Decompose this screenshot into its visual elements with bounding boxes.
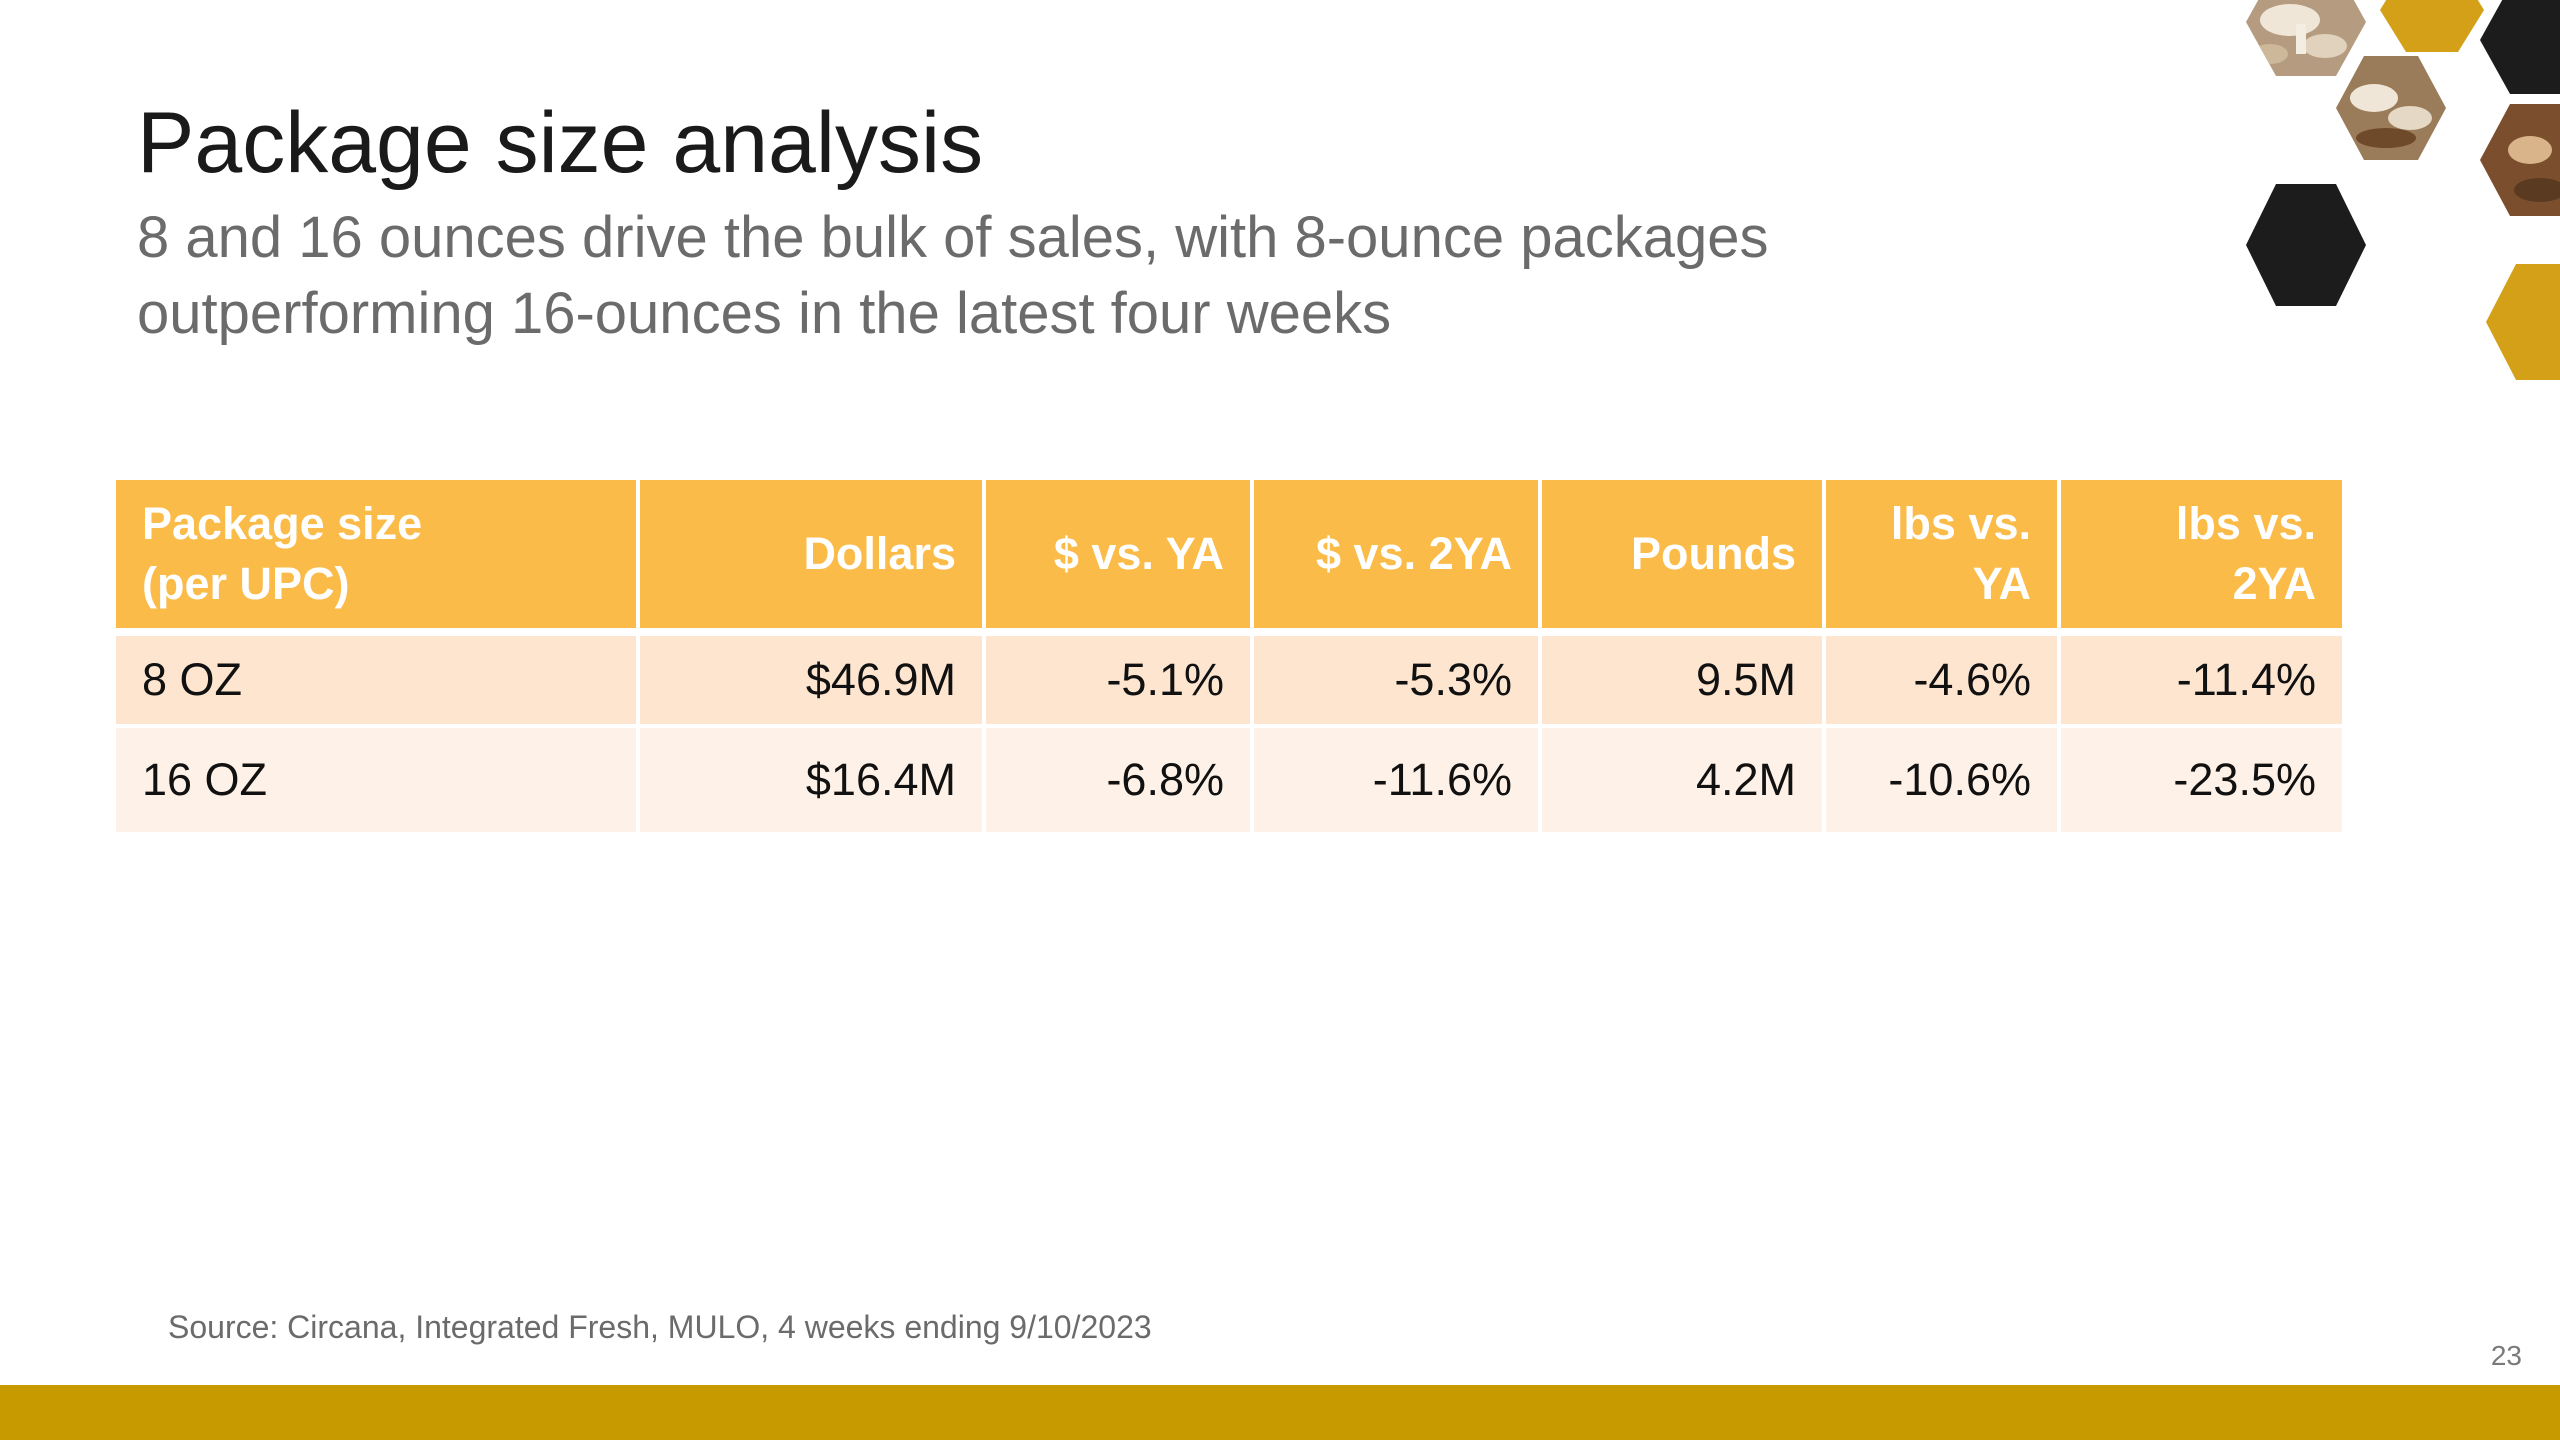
subtitle-line-1: 8 and 16 ounces drive the bulk of sales,… [137, 205, 1769, 270]
cell-dollars: $46.9M [638, 632, 986, 728]
cell-dollars: $16.4M [638, 726, 986, 836]
gold-hexagon-bottom [2486, 264, 2560, 380]
cell-dollars-vs-2ya: -5.3% [1252, 632, 1542, 728]
header-lbs-vs-ya-line-2: YA [1972, 558, 2031, 609]
header-dollars-vs-ya: $ vs. YA [984, 480, 1254, 636]
cell-pounds: 4.2M [1540, 726, 1826, 836]
table-header-row: Package size (per UPC) Dollars $ vs. YA … [116, 480, 2342, 636]
header-dollars: Dollars [638, 480, 986, 636]
cell-lbs-vs-2ya: -11.4% [2059, 632, 2342, 728]
cell-dollars-vs-2ya: -11.6% [1252, 726, 1542, 836]
table-row: 8 OZ $46.9M -5.1% -5.3% 9.5M -4.6% -11.4… [116, 632, 2342, 728]
black-hexagon-top-right [2480, 0, 2560, 94]
header-package-size-line-1: Package size [142, 498, 423, 549]
page-number: 23 [2490, 1340, 2522, 1371]
subtitle-line-2: outperforming 16-ounces in the latest fo… [137, 281, 1392, 346]
header-lbs-vs-2ya: lbs vs. 2YA [2059, 480, 2342, 636]
table-row: 16 OZ $16.4M -6.8% -11.6% 4.2M -10.6% -2… [116, 726, 2342, 836]
header-lbs-vs-ya: lbs vs. YA [1824, 480, 2061, 636]
cell-package-size: 16 OZ [116, 726, 640, 836]
gold-hexagon-top [2380, 0, 2484, 52]
cell-dollars-vs-ya: -6.8% [984, 726, 1254, 836]
cell-lbs-vs-2ya: -23.5% [2059, 726, 2342, 836]
source-note: Source: Circana, Integrated Fresh, MULO,… [168, 1309, 1152, 1345]
cell-lbs-vs-ya: -10.6% [1824, 726, 2061, 836]
mushroom-photo-hexagon-2 [2336, 56, 2446, 160]
cell-lbs-vs-ya: -4.6% [1824, 632, 2061, 728]
bottom-accent-bar [0, 1385, 2560, 1440]
mushroom-photo-hexagon-3 [2480, 104, 2560, 216]
header-package-size: Package size (per UPC) [116, 480, 640, 636]
mushroom-hexagon-collage-icon [2246, 0, 2560, 380]
header-lbs-vs-ya-line-1: lbs vs. [1890, 498, 2031, 549]
slide-subtitle: 8 and 16 ounces drive the bulk of sales,… [137, 200, 2137, 352]
black-hexagon-middle [2246, 184, 2366, 306]
header-pounds: Pounds [1540, 480, 1826, 636]
cell-package-size: 8 OZ [116, 632, 640, 728]
slide-title: Package size analysis [137, 95, 984, 191]
package-size-table: Package size (per UPC) Dollars $ vs. YA … [116, 480, 2342, 836]
header-package-size-line-2: (per UPC) [142, 558, 350, 609]
cell-pounds: 9.5M [1540, 632, 1826, 728]
header-dollars-vs-2ya: $ vs. 2YA [1252, 480, 1542, 636]
cell-dollars-vs-ya: -5.1% [984, 632, 1254, 728]
